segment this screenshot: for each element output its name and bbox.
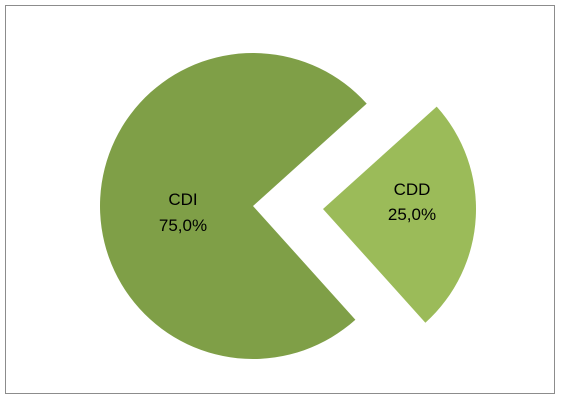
pie-label-cdd-name: CDD	[394, 180, 431, 199]
pie-slice-cdd	[323, 106, 477, 323]
pie-label-cdi-name: CDI	[168, 190, 197, 209]
pie-label-cdd-value: 25,0%	[388, 205, 436, 224]
pie-slice-cdi	[100, 53, 367, 360]
pie-label-cdi-value: 75,0%	[159, 216, 207, 235]
